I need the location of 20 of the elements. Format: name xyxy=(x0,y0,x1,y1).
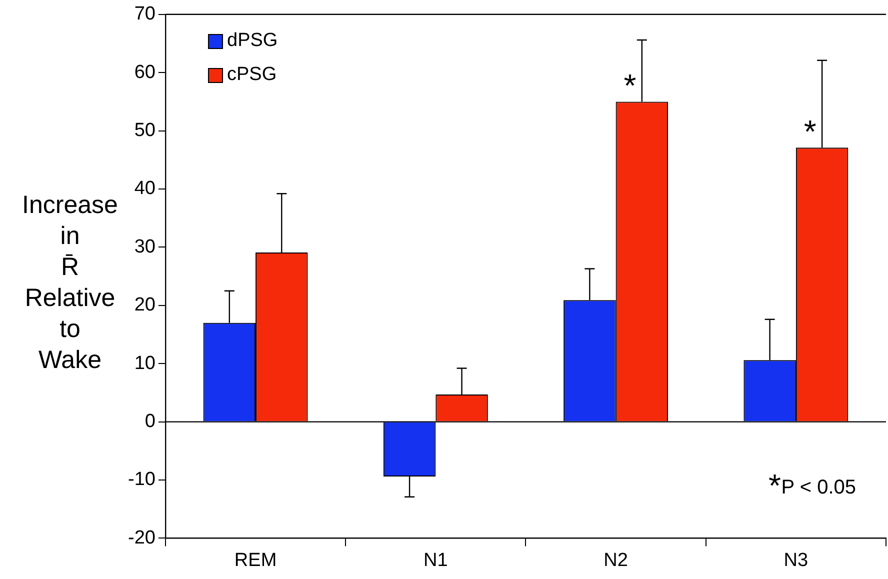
y-tick-label: 0 xyxy=(144,411,156,432)
x-tick-label: N1 xyxy=(424,550,448,571)
legend-label: dPSG xyxy=(227,30,278,52)
legend-label: cPSG xyxy=(227,64,277,86)
x-tick-label: N2 xyxy=(604,550,628,571)
y-tick-label: -10 xyxy=(128,469,156,490)
text: P < 0.05 xyxy=(781,476,856,498)
y-tick-label: 50 xyxy=(134,120,156,142)
text: * xyxy=(768,468,781,504)
annotation: * xyxy=(804,114,816,150)
x-tick-label: REM xyxy=(234,550,277,571)
y-tick-label: -20 xyxy=(128,527,156,548)
annotation: * xyxy=(624,68,636,104)
y-tick-label: 30 xyxy=(134,236,156,258)
x-tick-label: N3 xyxy=(784,550,808,571)
y-tick-label: 70 xyxy=(134,4,156,25)
y-tick-label: 20 xyxy=(134,294,156,316)
y-tick-label: 60 xyxy=(134,62,156,83)
y-tick-label: 10 xyxy=(134,352,156,374)
y-tick-label: 40 xyxy=(134,178,156,200)
